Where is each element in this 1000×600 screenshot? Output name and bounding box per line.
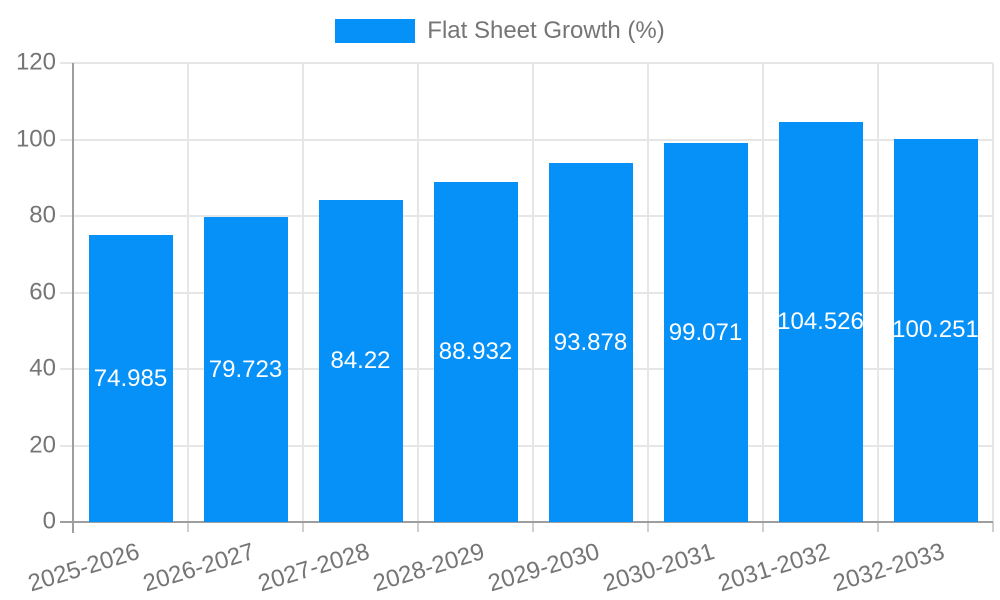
x-gridline (647, 63, 649, 522)
x-axis-category-label: 2026-2027 (139, 538, 258, 598)
bar (778, 122, 863, 522)
y-axis-tick-label: 0 (42, 507, 56, 535)
x-axis-tick (647, 522, 649, 532)
x-gridline (417, 63, 419, 522)
y-gridline (60, 291, 993, 294)
y-gridline (60, 444, 993, 447)
y-axis-tick-label: 20 (29, 430, 56, 458)
x-axis-category-label: 2031-2032 (714, 538, 833, 598)
legend-swatch (335, 19, 416, 43)
legend-label: Flat Sheet Growth (%) (427, 17, 665, 44)
bar (433, 181, 518, 522)
x-axis-tick (532, 522, 534, 532)
x-axis-tick (877, 522, 879, 532)
x-gridline (877, 63, 879, 522)
x-axis-category-label: 2028-2029 (369, 538, 488, 598)
bar (893, 138, 978, 522)
bar-value-label: 79.723 (208, 355, 283, 383)
x-axis-tick (992, 522, 994, 532)
x-gridline (762, 63, 764, 522)
y-gridline (60, 215, 993, 217)
x-axis-category-label: 2030-2031 (599, 538, 718, 598)
x-axis-tick (762, 522, 764, 532)
bar (203, 217, 288, 522)
bar (548, 162, 633, 522)
y-gridline (60, 138, 993, 141)
x-gridline (187, 63, 189, 522)
x-gridline (532, 63, 534, 522)
x-axis-tick (417, 522, 419, 532)
y-axis-tick-label: 100 (15, 124, 56, 152)
y-axis-tick-label: 120 (15, 48, 56, 76)
x-gridline (302, 63, 304, 522)
x-gridline (992, 63, 994, 522)
y-axis-tick-label: 80 (29, 201, 56, 229)
bar-value-label: 74.985 (93, 364, 168, 392)
x-axis-category-label: 2025-2026 (24, 538, 143, 598)
bar-value-label: 104.526 (777, 308, 864, 336)
x-axis-line (60, 521, 993, 523)
bar-value-label: 84.22 (330, 346, 391, 374)
legend: Flat Sheet Growth (%) (0, 15, 1000, 47)
y-gridline (60, 368, 993, 370)
x-axis-category-label: 2027-2028 (254, 538, 373, 598)
bar (88, 235, 173, 522)
y-gridline (60, 62, 993, 64)
y-axis-tick-label: 40 (29, 354, 56, 382)
bar-value-label: 93.878 (553, 328, 628, 356)
x-axis-tick (187, 522, 189, 532)
bar-value-label: 100.251 (892, 316, 979, 344)
bar (663, 143, 748, 522)
y-axis-line (72, 63, 74, 533)
bar-value-label: 99.071 (668, 318, 743, 346)
y-axis-tick-label: 60 (29, 277, 56, 305)
x-axis-tick (302, 522, 304, 532)
bar-value-label: 88.932 (438, 337, 513, 365)
x-axis-category-label: 2032-2033 (829, 538, 948, 598)
bar (318, 199, 403, 522)
x-axis-category-label: 2029-2030 (484, 538, 603, 598)
